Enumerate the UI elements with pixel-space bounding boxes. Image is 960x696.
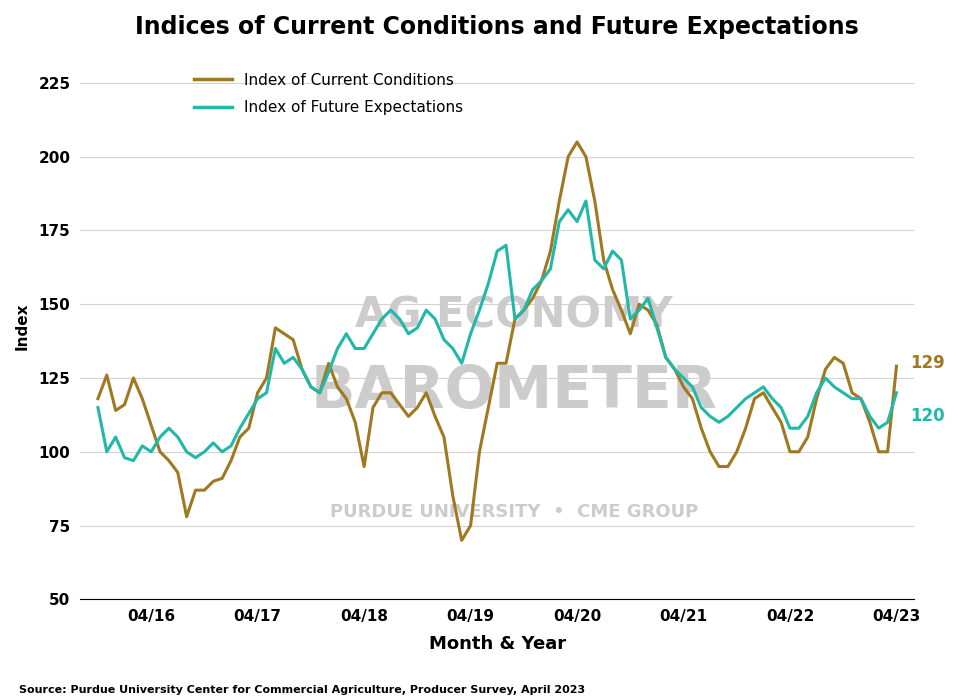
Text: 120: 120: [910, 407, 945, 425]
Legend: Index of Current Conditions, Index of Future Expectations: Index of Current Conditions, Index of Fu…: [188, 67, 469, 121]
Text: BAROMETER: BAROMETER: [310, 363, 717, 420]
X-axis label: Month & Year: Month & Year: [428, 635, 565, 653]
Text: Source: Purdue University Center for Commercial Agriculture, Producer Survey, Ap: Source: Purdue University Center for Com…: [19, 685, 586, 695]
Text: 129: 129: [910, 354, 945, 372]
Title: Indices of Current Conditions and Future Expectations: Indices of Current Conditions and Future…: [135, 15, 859, 39]
Text: PURDUE UNIVERSITY  •  CME GROUP: PURDUE UNIVERSITY • CME GROUP: [329, 503, 698, 521]
Y-axis label: Index: Index: [15, 303, 30, 350]
Text: AG ECONOMY: AG ECONOMY: [355, 294, 673, 336]
